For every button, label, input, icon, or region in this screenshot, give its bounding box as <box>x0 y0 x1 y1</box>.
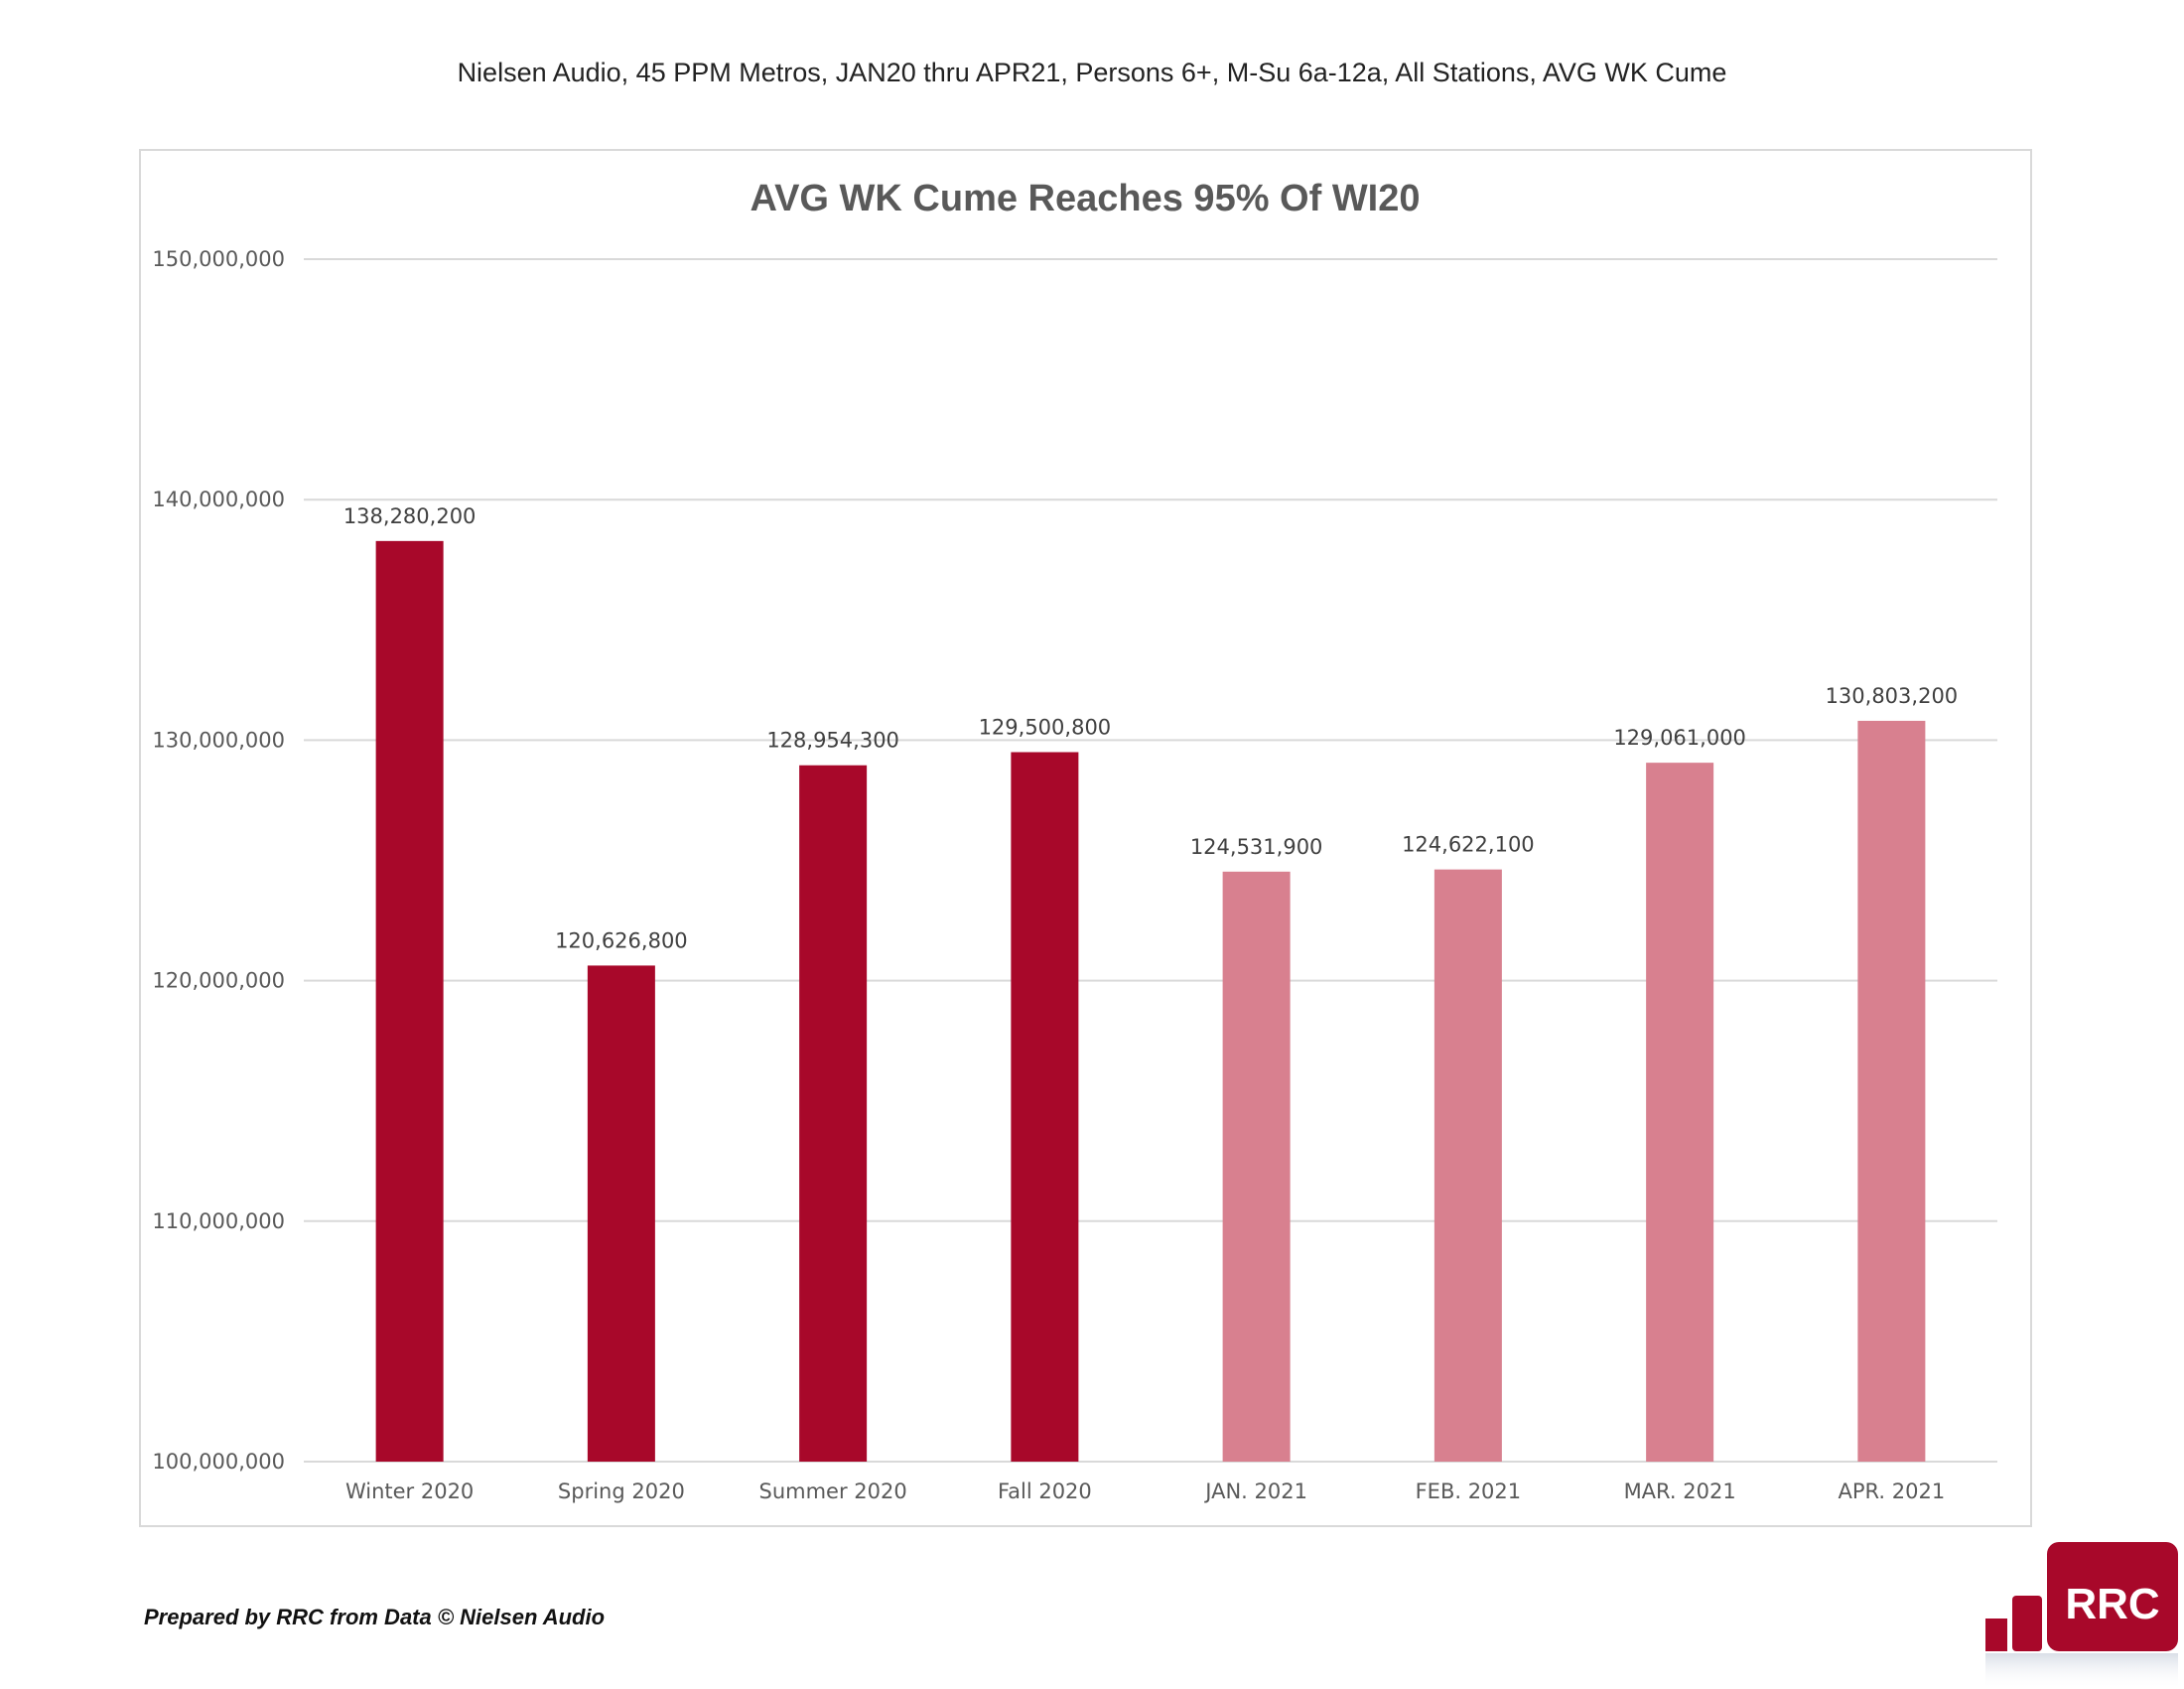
data-label: 124,531,900 <box>1190 835 1323 859</box>
data-label: 120,626,800 <box>555 928 688 952</box>
logo-reflection <box>1985 1653 2178 1689</box>
source-footer: Prepared by RRC from Data © Nielsen Audi… <box>144 1605 606 1629</box>
logo-bar-large <box>2047 1542 2178 1651</box>
data-label: 138,280,200 <box>343 504 477 528</box>
x-tick-label: Winter 2020 <box>345 1479 474 1503</box>
data-label: 128,954,300 <box>766 729 899 753</box>
report-header: Nielsen Audio, 45 PPM Metros, JAN20 thru… <box>457 58 1727 87</box>
logo-text: RRC <box>2065 1580 2159 1628</box>
x-tick-label: JAN. 2021 <box>1203 1479 1307 1503</box>
y-tick-label: 150,000,000 <box>152 247 285 271</box>
y-tick-label: 140,000,000 <box>152 488 285 511</box>
bar <box>1857 720 1926 1462</box>
bar <box>1646 763 1714 1462</box>
chart-frame <box>139 149 2032 1527</box>
y-tick-label: 110,000,000 <box>152 1209 285 1233</box>
x-axis-tick-labels: Winter 2020 Spring 2020 Summer 2020 Fall 20… <box>345 1479 1945 1503</box>
y-tick-label: 120,000,000 <box>152 969 285 993</box>
data-label: 130,803,200 <box>1826 684 1959 708</box>
data-label: 129,061,000 <box>1613 726 1746 750</box>
x-tick-label: FEB. 2021 <box>1416 1479 1522 1503</box>
bar <box>799 765 868 1462</box>
data-labels: 138,280,200 120,626,800 128,954,300 129,500… <box>343 504 1958 953</box>
x-tick-label: Summer 2020 <box>759 1479 907 1503</box>
data-label: 124,622,100 <box>1402 833 1535 857</box>
x-tick-label: MAR. 2021 <box>1624 1479 1736 1503</box>
bar <box>1222 871 1291 1462</box>
y-axis-tick-labels: 100,000,000 110,000,000 120,000,000 130,000… <box>152 247 285 1474</box>
y-tick-label: 130,000,000 <box>152 728 285 752</box>
data-label: 129,500,800 <box>979 715 1112 739</box>
bar <box>375 540 444 1462</box>
bar <box>587 965 655 1462</box>
chart-title: AVG WK Cume Reaches 95% Of WI20 <box>750 178 1420 219</box>
x-tick-label: Spring 2020 <box>558 1479 685 1503</box>
gridlines <box>304 258 1997 1463</box>
x-tick-label: APR. 2021 <box>1839 1479 1946 1503</box>
y-tick-label: 100,000,000 <box>152 1450 285 1474</box>
bars <box>375 540 1926 1462</box>
logo-bar-medium <box>2012 1596 2042 1651</box>
rrc-logo: RRC <box>1985 1542 2178 1689</box>
bar <box>1433 869 1502 1462</box>
logo-bar-small <box>1985 1619 2007 1651</box>
x-tick-label: Fall 2020 <box>998 1479 1092 1503</box>
bar <box>1011 752 1079 1462</box>
